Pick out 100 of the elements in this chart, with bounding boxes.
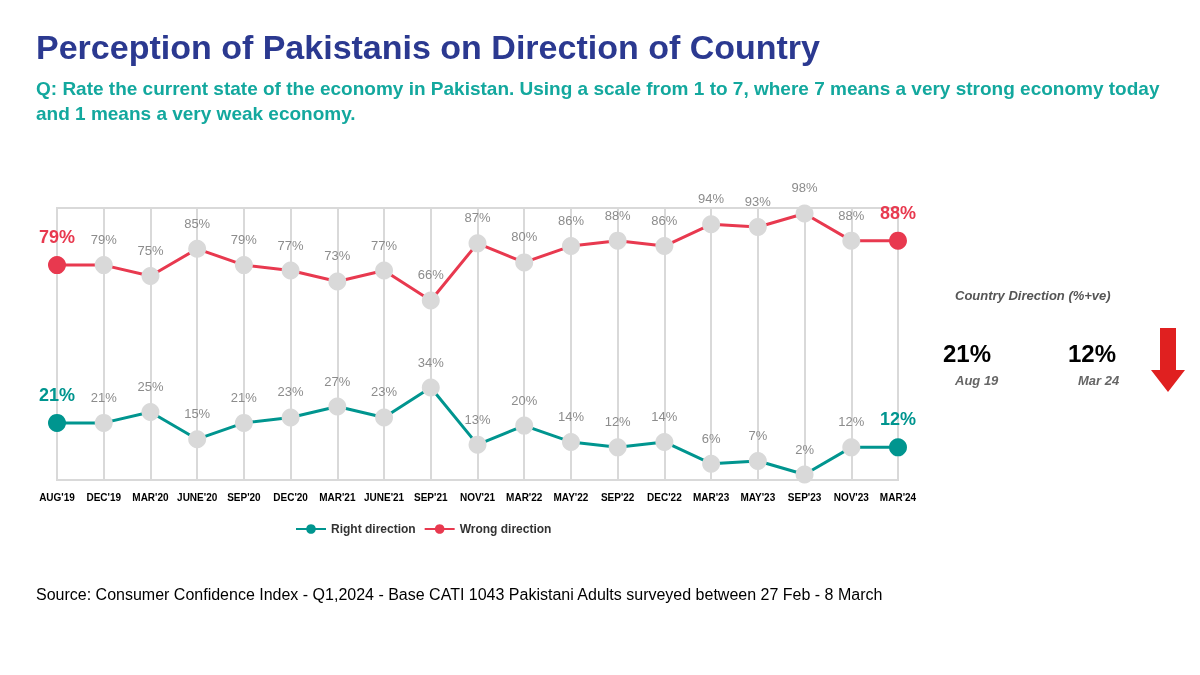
point xyxy=(234,256,253,275)
x-tick-label: MAR'22 xyxy=(506,491,543,503)
data-label: 80% xyxy=(511,229,538,245)
data-label: 66% xyxy=(417,267,445,283)
data-label: 21% xyxy=(38,384,76,405)
point xyxy=(702,215,721,234)
point xyxy=(281,261,300,280)
data-label: 14% xyxy=(557,408,585,424)
point xyxy=(48,256,66,275)
point xyxy=(468,234,487,253)
x-tick-label: SEP'23 xyxy=(787,491,822,503)
data-label: 23% xyxy=(277,384,305,400)
point xyxy=(842,231,861,250)
data-label: 12% xyxy=(879,409,917,430)
data-label: 98% xyxy=(791,180,818,196)
point xyxy=(561,432,580,451)
point xyxy=(421,291,440,310)
point xyxy=(655,237,674,256)
data-label: 13% xyxy=(464,411,491,427)
data-label: 79% xyxy=(90,232,118,248)
x-tick-label: DEC'19 xyxy=(86,491,122,503)
chart-title: Perception of Pakistanis on Direction of Country xyxy=(36,28,820,67)
x-tick-label: MAR'24 xyxy=(879,491,917,503)
point xyxy=(889,438,907,457)
data-label: 6% xyxy=(701,430,721,446)
point xyxy=(234,413,253,432)
data-label: 88% xyxy=(879,202,917,223)
data-label: 23% xyxy=(371,384,398,400)
x-tick-label: MAR'20 xyxy=(132,491,170,503)
x-tick-label: SEP'22 xyxy=(600,491,635,503)
point xyxy=(889,231,907,250)
point xyxy=(94,256,113,275)
data-label: 85% xyxy=(184,215,211,231)
x-tick-label: NOV'21 xyxy=(459,491,496,503)
point xyxy=(702,454,721,473)
text: Aug 19 xyxy=(955,373,999,388)
data-label: 20% xyxy=(511,392,538,408)
x-tick-label: NOV'23 xyxy=(833,491,870,503)
point xyxy=(188,430,207,449)
point xyxy=(141,403,160,421)
x-tick-label: SEP'21 xyxy=(414,491,448,503)
point xyxy=(795,204,814,223)
point xyxy=(328,397,347,416)
data-label: 14% xyxy=(651,408,678,424)
data-label: 21% xyxy=(90,389,118,405)
point xyxy=(795,465,814,484)
point xyxy=(468,435,487,454)
x-tick-label: JUNE'21 xyxy=(363,491,405,503)
data-label: 2% xyxy=(795,441,815,457)
text: 21% xyxy=(943,340,992,368)
x-tick-label: JUNE'20 xyxy=(177,491,218,503)
point xyxy=(842,438,861,457)
data-label: 27% xyxy=(324,373,351,389)
legend-label: Wrong direction xyxy=(459,522,552,536)
legend-label: Right direction xyxy=(331,522,416,536)
point xyxy=(281,408,300,427)
x-tick-label: MAR'23 xyxy=(692,491,730,503)
text: Mar 24 xyxy=(1078,373,1120,388)
data-label: 12% xyxy=(838,414,865,430)
point xyxy=(141,267,160,285)
text: 12% xyxy=(1068,340,1117,368)
point xyxy=(655,432,674,451)
data-label: 73% xyxy=(324,248,351,264)
x-tick-label: MAR'21 xyxy=(319,491,356,503)
data-label: 25% xyxy=(137,379,164,394)
chart-subtitle: Q: Rate the current state of the economy in Pakistan. Using a scale from 1 to 7, where 7 means a very strong economy today and 1 means a very weak economy. xyxy=(36,77,1161,126)
data-label: 88% xyxy=(604,207,632,223)
point xyxy=(515,416,534,435)
point xyxy=(748,451,767,470)
data-label: 12% xyxy=(604,414,632,430)
point xyxy=(48,413,66,432)
data-label: 86% xyxy=(651,213,678,229)
data-label: 93% xyxy=(744,194,772,210)
point xyxy=(748,218,767,237)
source-note: Source: Consumer Confidence Index - Q1,2024 - Base CATI 1043 Pakistani Adults surveyed between 27 Feb - 8 March xyxy=(36,585,884,605)
data-label: 86% xyxy=(557,213,585,229)
data-label: 75% xyxy=(137,243,164,258)
point xyxy=(328,272,347,291)
point xyxy=(515,253,534,272)
point xyxy=(608,438,627,457)
x-tick-label: MAY'23 xyxy=(740,491,776,503)
x-tick-label: DEC'20 xyxy=(273,491,309,503)
data-label: 79% xyxy=(230,232,258,248)
point xyxy=(561,237,580,256)
point xyxy=(375,261,394,280)
data-label: 79% xyxy=(38,227,76,248)
point xyxy=(421,378,440,397)
data-label: 15% xyxy=(184,406,211,422)
point xyxy=(188,239,207,258)
data-label: 34% xyxy=(417,354,445,370)
data-label: 87% xyxy=(464,210,491,226)
data-label: 94% xyxy=(698,191,725,207)
data-label: 88% xyxy=(838,207,865,223)
point xyxy=(608,231,627,250)
data-label: 21% xyxy=(230,389,258,405)
x-tick-label: DEC'22 xyxy=(647,491,683,503)
point xyxy=(375,408,394,427)
data-label: 7% xyxy=(748,427,768,443)
x-tick-label: MAY'22 xyxy=(553,491,589,503)
text: Country Direction (%+ve) xyxy=(955,288,1111,303)
